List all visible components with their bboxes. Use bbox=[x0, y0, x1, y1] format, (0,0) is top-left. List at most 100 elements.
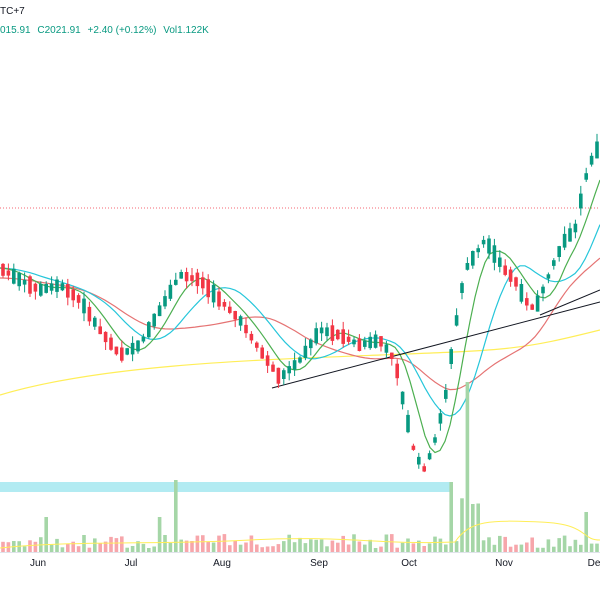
volume-bar bbox=[303, 543, 308, 552]
candle-body bbox=[363, 340, 367, 347]
candle-body bbox=[28, 276, 32, 294]
candle-body bbox=[427, 453, 432, 460]
volume-bar bbox=[109, 536, 113, 552]
candle-body bbox=[114, 346, 119, 355]
candle-body bbox=[546, 274, 551, 279]
volume-bar bbox=[249, 535, 254, 552]
volume-bar bbox=[292, 542, 297, 552]
candle-body bbox=[487, 238, 491, 254]
candle-body bbox=[330, 325, 335, 341]
volume-value: Vol1.122K bbox=[163, 25, 209, 36]
candle-body bbox=[406, 414, 410, 433]
volume-bar bbox=[222, 534, 227, 552]
candle-body bbox=[125, 348, 129, 355]
candle-body bbox=[271, 364, 275, 372]
candle-body bbox=[287, 366, 291, 374]
candle-body bbox=[141, 336, 146, 342]
candle-body bbox=[379, 336, 383, 347]
x-label-sep: Sep bbox=[310, 558, 328, 569]
volume-bar bbox=[422, 546, 426, 552]
volume-bar bbox=[406, 538, 410, 552]
candle-body bbox=[179, 272, 183, 279]
volume-bar bbox=[103, 541, 108, 552]
volume-bar bbox=[530, 537, 534, 552]
volume-bar bbox=[395, 547, 399, 552]
volume-bar bbox=[190, 541, 194, 552]
volume-bar bbox=[136, 541, 140, 552]
close-value: C2021.91 bbox=[37, 25, 81, 36]
volume-bar bbox=[152, 546, 156, 552]
candle-body bbox=[103, 331, 108, 343]
candle-body bbox=[109, 337, 113, 350]
volume-bar bbox=[309, 539, 313, 552]
volume-bar bbox=[44, 517, 48, 552]
candle-body bbox=[584, 173, 588, 180]
volume-bar bbox=[33, 541, 38, 552]
volume-bar bbox=[541, 547, 545, 552]
chart-canvas[interactable] bbox=[0, 0, 600, 552]
x-label-aug: Aug bbox=[213, 558, 231, 569]
volume-bar bbox=[147, 548, 151, 552]
candle-body bbox=[276, 367, 281, 384]
volume-bar bbox=[87, 547, 92, 552]
candle-body bbox=[336, 329, 340, 340]
candle-body bbox=[174, 279, 178, 285]
volume-bar bbox=[179, 539, 183, 552]
volume-bar bbox=[438, 538, 443, 552]
candle-body bbox=[206, 279, 210, 298]
volume-bar bbox=[595, 543, 599, 552]
candle-body bbox=[465, 263, 470, 270]
candle-body bbox=[60, 283, 65, 291]
candle-body bbox=[454, 315, 459, 326]
volume-bar bbox=[384, 534, 389, 552]
candle-body bbox=[222, 302, 227, 307]
volume-bar bbox=[157, 517, 162, 552]
candle-body bbox=[260, 347, 264, 359]
candle-body bbox=[492, 245, 497, 263]
candle-body bbox=[168, 284, 173, 299]
volume-bar bbox=[411, 543, 416, 552]
candle-body bbox=[163, 296, 167, 307]
volume-bar bbox=[276, 544, 281, 552]
volume-bar bbox=[336, 542, 340, 552]
candle-body bbox=[449, 349, 453, 364]
candle-body bbox=[476, 248, 480, 253]
candle-body bbox=[573, 223, 578, 233]
candle-body bbox=[201, 277, 205, 289]
candle-body bbox=[341, 329, 345, 344]
volume-bar bbox=[49, 544, 54, 552]
candle-body bbox=[265, 355, 270, 366]
volume-bar bbox=[444, 544, 448, 552]
volume-bar bbox=[174, 480, 178, 552]
candle-body bbox=[217, 291, 221, 307]
candle-body bbox=[255, 342, 259, 348]
time-axis[interactable]: Jun Jul Aug Sep Oct Nov De bbox=[0, 552, 600, 601]
volume-bar bbox=[481, 540, 486, 552]
candle-body bbox=[384, 344, 389, 353]
candle-body bbox=[535, 295, 540, 312]
volume-bar bbox=[546, 539, 551, 552]
candle-body bbox=[562, 233, 567, 248]
volume-bar bbox=[114, 538, 119, 552]
volume-bar bbox=[163, 535, 167, 552]
candle-body bbox=[508, 269, 513, 282]
volume-bar bbox=[352, 534, 356, 552]
candle-body bbox=[444, 389, 448, 399]
trendline-1 bbox=[271, 301, 600, 389]
candle-body bbox=[152, 313, 156, 327]
volume-bar bbox=[346, 544, 351, 552]
volume-bar bbox=[141, 543, 146, 552]
volume-bar bbox=[503, 536, 507, 552]
volume-bar bbox=[589, 543, 594, 552]
volume-bar bbox=[287, 534, 291, 552]
volume-bar bbox=[28, 540, 32, 552]
trendline-2 bbox=[539, 289, 600, 316]
volume-bar bbox=[417, 540, 421, 552]
candle-body bbox=[33, 283, 38, 292]
candle-body bbox=[498, 257, 502, 267]
candle-body bbox=[17, 272, 21, 287]
volume-bar bbox=[55, 538, 59, 552]
candle-body bbox=[314, 328, 318, 344]
volume-bar bbox=[66, 543, 70, 552]
